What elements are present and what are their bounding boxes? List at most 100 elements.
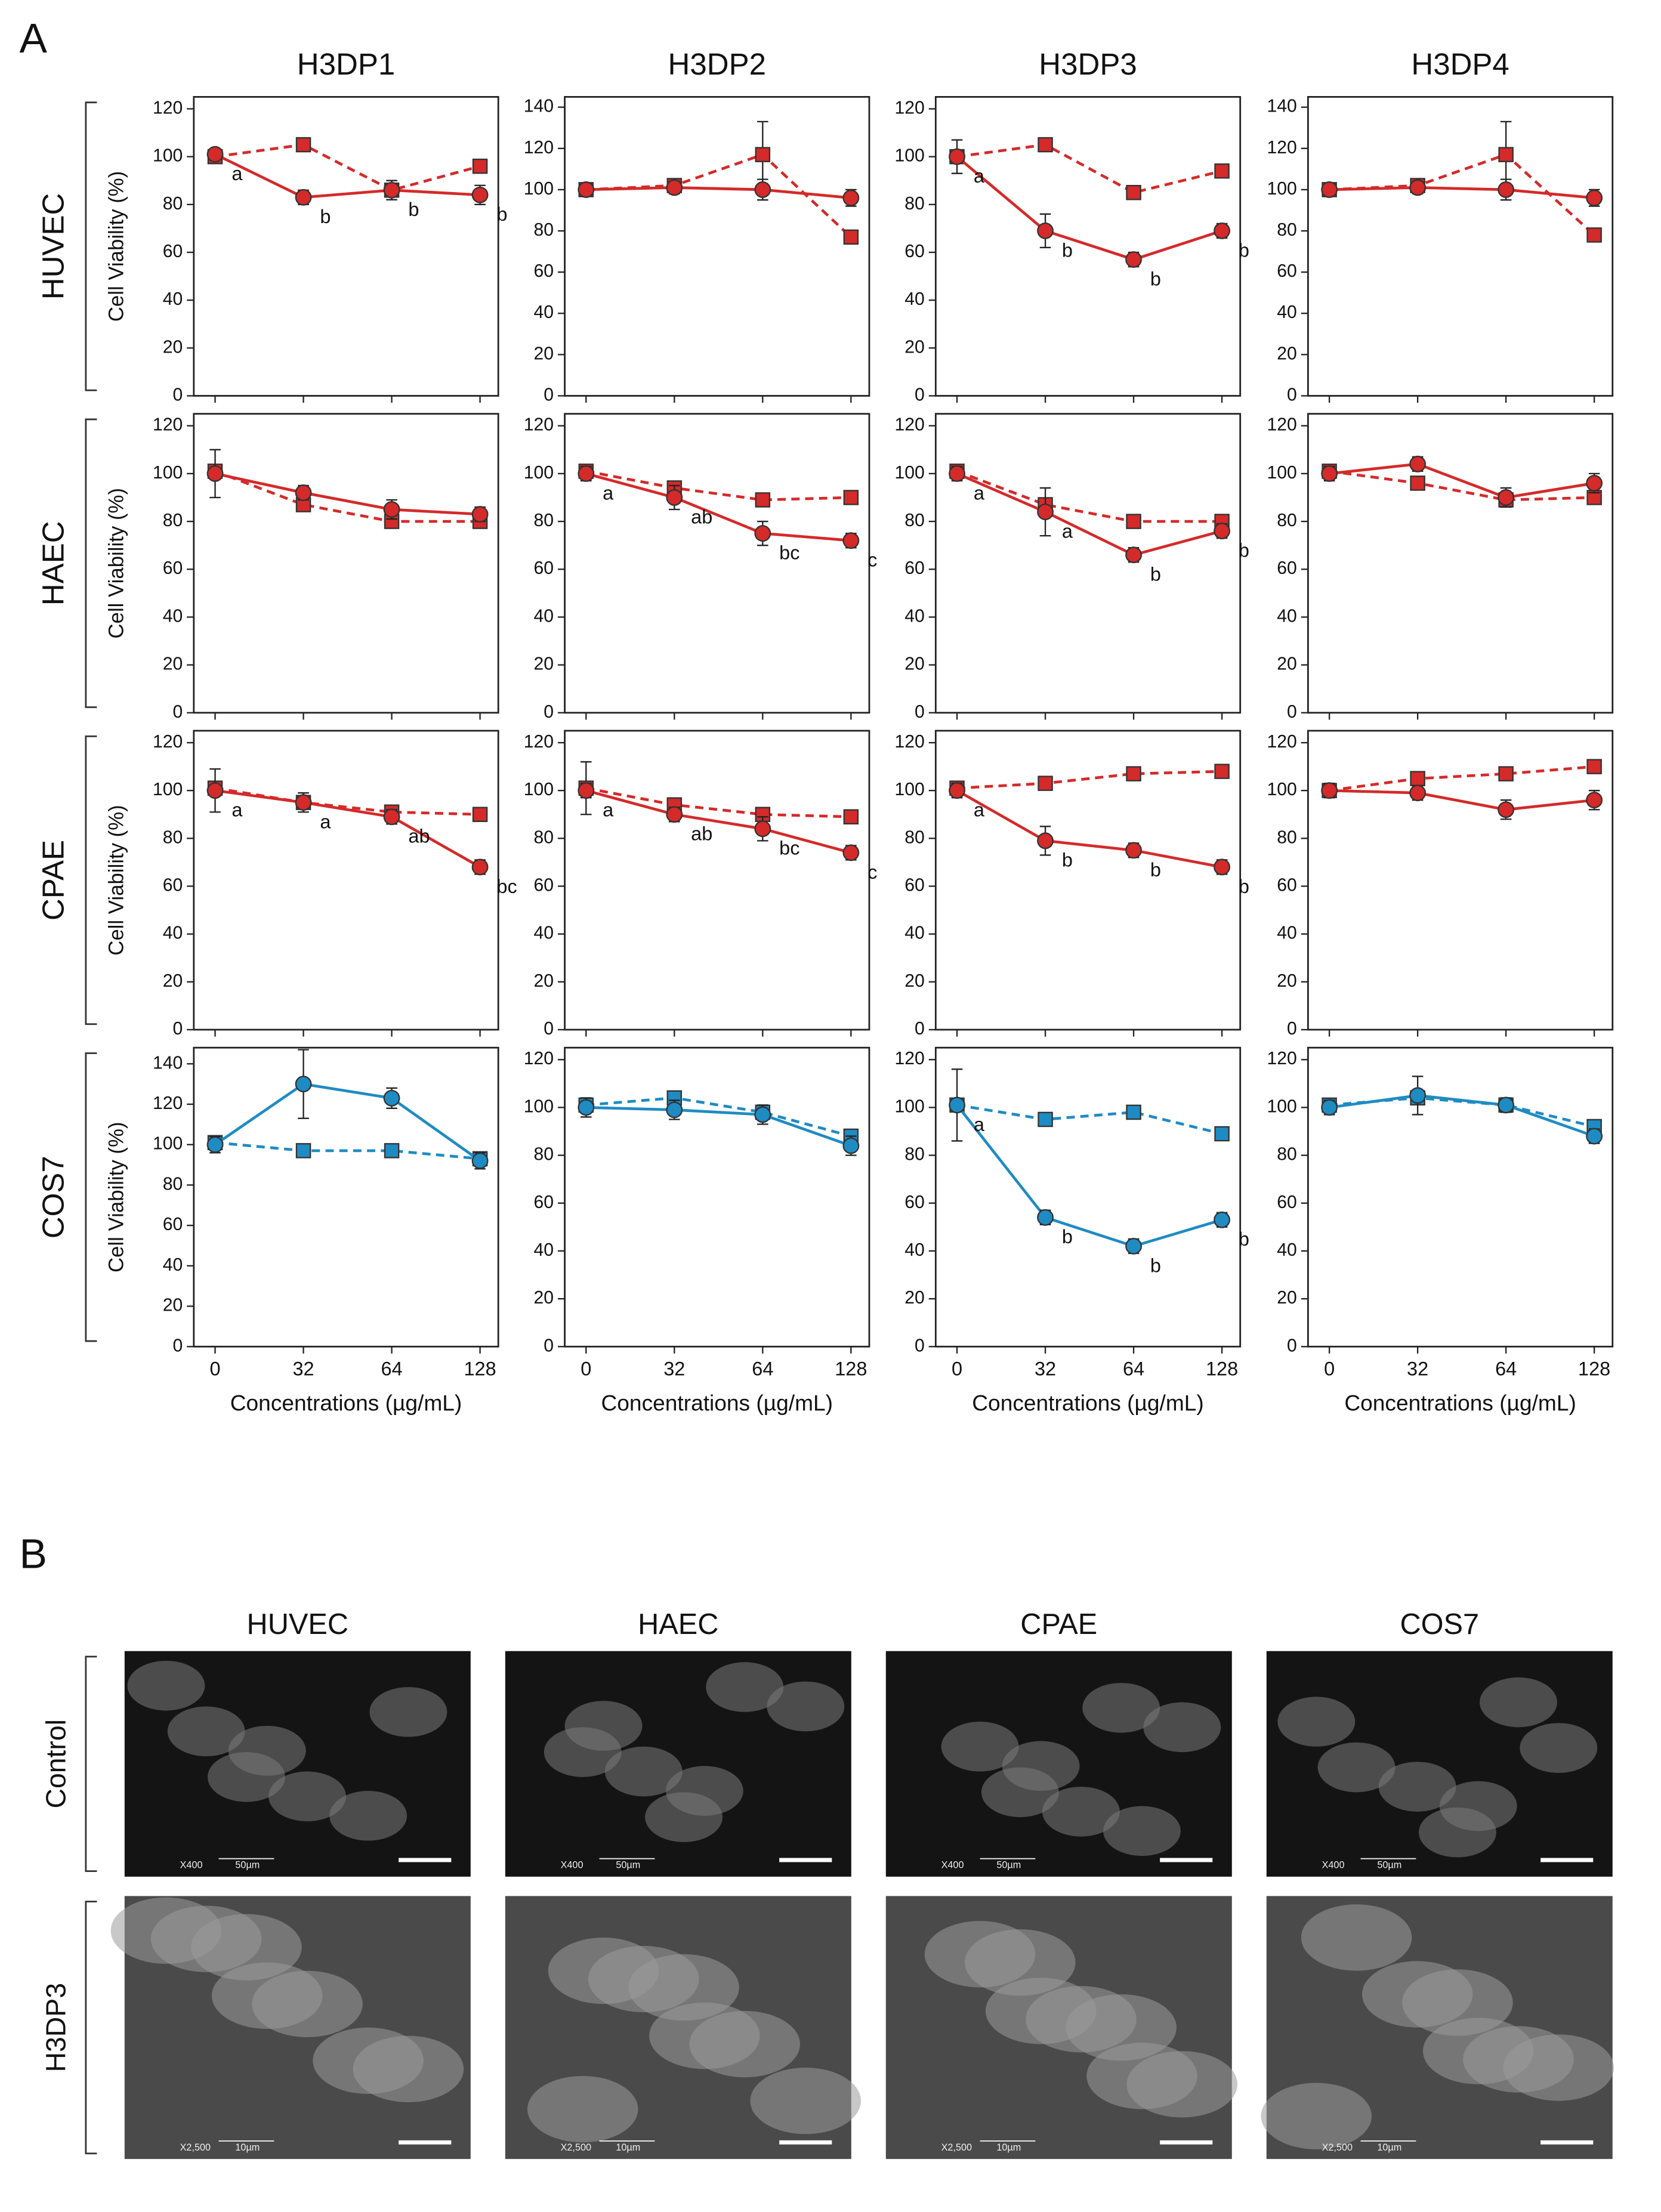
cell	[1503, 2034, 1614, 2101]
scale-text: 50µm	[1377, 1860, 1401, 1871]
y-tick-label: 20	[904, 971, 925, 991]
y-tick-label: 60	[904, 242, 925, 261]
data-point	[1126, 514, 1141, 529]
data-point	[1214, 1211, 1231, 1228]
significance-label: b	[1239, 239, 1249, 261]
significance-label: b	[1150, 268, 1161, 289]
y-tick-label: 40	[904, 1240, 925, 1260]
row-label: CPAE	[36, 840, 70, 920]
cell	[1261, 2083, 1372, 2149]
cell	[369, 1687, 447, 1737]
data-point	[1410, 475, 1425, 491]
data-point	[1126, 1104, 1141, 1120]
data-point	[206, 782, 224, 799]
y-tick-label: 60	[163, 1215, 183, 1234]
plot-frame	[1307, 413, 1614, 714]
x-tick-label: 0	[1324, 1358, 1335, 1379]
data-point	[206, 465, 224, 482]
significance-label: b	[1239, 539, 1249, 561]
cell	[1066, 1994, 1177, 2061]
cell	[1103, 1806, 1181, 1856]
y-tick-label: 40	[163, 606, 183, 626]
data-point	[472, 158, 488, 174]
y-tick-label: 100	[153, 146, 183, 166]
data-point	[842, 189, 860, 206]
micrograph: X2,500 10µm	[885, 1896, 1238, 2160]
y-tick-label: 120	[524, 415, 554, 435]
data-point	[295, 1143, 311, 1158]
scale-text: 10µm	[996, 2142, 1021, 2153]
series-line	[956, 143, 1222, 194]
data-point	[578, 181, 595, 198]
data-point	[1498, 147, 1514, 162]
y-tick-label: 40	[1277, 923, 1297, 943]
column-title: H3DP4	[1411, 47, 1509, 81]
x-tick-label: 32	[1407, 1358, 1428, 1379]
plot-frame	[564, 730, 870, 1031]
significance-label: b	[1239, 1228, 1249, 1250]
cell	[604, 1746, 683, 1797]
y-tick-label: 120	[1267, 138, 1297, 157]
magnification: X2,500	[180, 2142, 211, 2153]
y-tick-label: 40	[163, 923, 183, 943]
data-point	[755, 492, 771, 508]
data-point	[471, 186, 489, 203]
data-point	[1038, 776, 1053, 791]
significance-label: b	[320, 206, 331, 227]
y-tick-label: 120	[894, 1049, 924, 1068]
y-axis-label: Cell Viability (%)	[105, 488, 128, 639]
data-point	[295, 794, 312, 811]
series-line	[956, 789, 1222, 869]
plot-frame	[934, 96, 1242, 397]
y-tick-label: 80	[163, 827, 183, 847]
y-tick-label: 80	[904, 194, 925, 214]
data-point	[1126, 184, 1141, 200]
cell	[750, 2068, 862, 2134]
cell	[689, 2010, 800, 2078]
data-point	[666, 489, 683, 506]
y-tick-label: 60	[1277, 261, 1297, 281]
y-tick-label: 100	[524, 780, 554, 799]
y-tick-label: 20	[1277, 971, 1297, 991]
significance-label: bc	[496, 876, 517, 897]
y-tick-label: 20	[533, 654, 554, 674]
data-point	[1410, 771, 1425, 786]
y-tick-label: 80	[1277, 511, 1297, 530]
data-point	[1037, 222, 1054, 239]
significance-label: b	[1150, 859, 1161, 881]
cell	[191, 1914, 302, 1981]
scale-text: 10µm	[616, 2142, 640, 2153]
micrograph: X400 50µm	[1266, 1651, 1613, 1877]
significance-label: a	[974, 482, 985, 503]
series-line	[1329, 186, 1595, 200]
data-point	[1498, 181, 1515, 198]
data-point	[1125, 1238, 1142, 1255]
y-tick-label: 20	[904, 337, 925, 357]
y-tick-label: 80	[533, 827, 554, 847]
row-bracket	[85, 735, 97, 1025]
cell	[645, 1792, 723, 1842]
micrograph-row-label: Control	[41, 1719, 72, 1809]
data-point	[754, 1106, 771, 1123]
y-tick-label: 20	[163, 654, 183, 674]
data-point	[295, 189, 312, 206]
x-tick-label: 128	[835, 1358, 867, 1379]
data-point	[1498, 801, 1515, 818]
significance-label: a	[1062, 520, 1073, 542]
plot-frame	[193, 96, 499, 397]
column-title: H3DP2	[668, 47, 766, 81]
micrograph-column-title: HUVEC	[247, 1608, 349, 1641]
y-tick-label: 80	[163, 194, 183, 214]
data-point	[384, 1143, 400, 1158]
cell	[527, 2075, 638, 2143]
data-point	[949, 465, 965, 482]
scale-text: 50µm	[996, 1860, 1021, 1871]
y-tick-label: 80	[533, 220, 554, 240]
cell	[965, 1929, 1076, 1996]
data-point	[1214, 523, 1231, 540]
plot-frame	[934, 1046, 1242, 1348]
y-tick-label: 60	[1277, 875, 1297, 895]
y-tick-label: 0	[544, 1019, 554, 1039]
data-point	[471, 506, 489, 523]
x-tick-label: 64	[1123, 1358, 1144, 1379]
